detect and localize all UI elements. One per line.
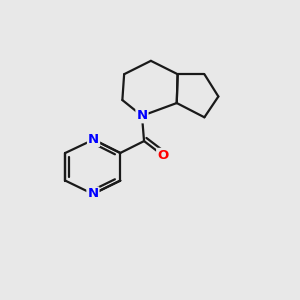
Text: N: N <box>88 133 99 146</box>
Text: O: O <box>157 149 168 162</box>
Text: N: N <box>87 188 98 200</box>
Text: N: N <box>136 109 148 122</box>
